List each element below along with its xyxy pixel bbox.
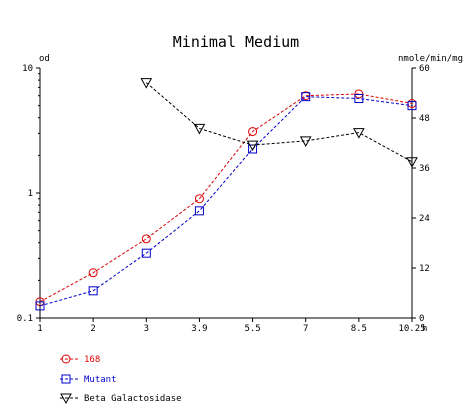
chart-title: Minimal Medium: [173, 33, 299, 51]
series-line: [145, 82, 413, 163]
x-tick-label: 2: [90, 324, 95, 334]
y-left-axis-label: od: [39, 54, 50, 64]
x-tick-label: 5.5: [244, 324, 260, 334]
y-left-tick-label: 10: [22, 64, 33, 74]
series-layer: [35, 78, 418, 311]
data-point: [193, 123, 206, 135]
x-tick-label: 1: [37, 324, 42, 334]
y-left-tick-label: 0.1: [17, 314, 33, 324]
data-point: [88, 286, 98, 296]
data-point: [140, 78, 153, 89]
data-point: [407, 101, 417, 111]
legend-item: Mutant: [60, 374, 117, 385]
y-right-axis-label: nmole/min/mg: [398, 54, 463, 64]
y-right-tick-label: 0: [419, 314, 424, 324]
series-line: [39, 93, 413, 303]
data-point: [353, 128, 365, 139]
legend-marker: [61, 374, 71, 384]
data-point: [141, 234, 151, 244]
x-unit-label: h: [422, 324, 427, 334]
data-point: [354, 94, 364, 104]
y-right-tick-label: 24: [419, 214, 430, 224]
series-2: [140, 78, 418, 168]
legend: 168 Mutant Beta Galactosidase: [60, 354, 182, 405]
series-1: [35, 92, 417, 311]
series-line: [39, 96, 413, 307]
legend-marker: [61, 354, 71, 364]
y-right-tick-label: 48: [419, 114, 430, 124]
legend-item: Beta Galactosidase: [60, 393, 182, 405]
legend-label: Beta Galactosidase: [84, 394, 182, 404]
series-0: [35, 89, 417, 307]
data-point: [299, 136, 312, 147]
data-point: [301, 92, 311, 102]
data-point: [248, 127, 258, 137]
legend-item: 168: [60, 354, 100, 365]
data-point: [88, 268, 98, 278]
x-tick-label: 3: [144, 324, 149, 334]
x-tick-label: 7: [303, 324, 308, 334]
data-point: [35, 301, 45, 311]
data-point: [354, 89, 364, 99]
x-tick-label: 3.9: [191, 324, 207, 334]
data-point: [141, 248, 151, 258]
y-right-tick-label: 36: [419, 164, 430, 174]
x-tick-label: 8.5: [351, 324, 367, 334]
data-point: [246, 140, 259, 152]
x-tick-label: 10.25: [398, 324, 425, 334]
legend-label: Mutant: [84, 375, 117, 385]
data-point: [194, 194, 204, 204]
y-right-tick-label: 12: [419, 264, 430, 274]
legend-label: 168: [84, 355, 100, 365]
data-point: [194, 206, 204, 216]
y-right-tick-label: 60: [419, 64, 430, 74]
legend-marker: [60, 393, 72, 405]
data-point: [406, 157, 418, 168]
y-left-tick-label: 1: [28, 189, 33, 199]
